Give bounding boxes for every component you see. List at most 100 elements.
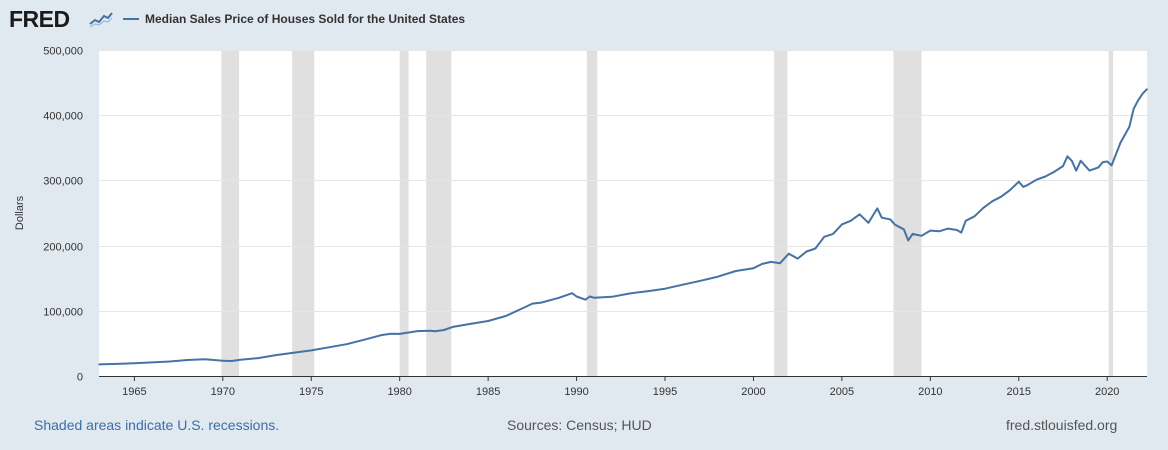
data-point[interactable] (115, 363, 118, 365)
data-point[interactable] (1009, 189, 1011, 191)
data-point[interactable] (1128, 126, 1131, 128)
data-point[interactable] (841, 223, 843, 226)
data-point[interactable] (558, 296, 560, 299)
data-point[interactable] (292, 351, 295, 354)
data-point[interactable] (788, 252, 790, 255)
data-point[interactable] (328, 346, 330, 349)
data-point[interactable] (168, 360, 171, 363)
data-point[interactable] (628, 292, 631, 295)
data-point[interactable] (363, 338, 366, 341)
data-point[interactable] (805, 250, 808, 253)
data-point[interactable] (593, 296, 596, 299)
data-point[interactable] (796, 257, 799, 260)
data-point[interactable] (1146, 88, 1148, 90)
data-point[interactable] (589, 295, 591, 298)
data-point[interactable] (230, 360, 233, 362)
data-point[interactable] (451, 326, 454, 328)
data-series[interactable] (98, 88, 1148, 366)
data-point[interactable] (889, 218, 892, 221)
data-point[interactable] (1022, 186, 1024, 188)
data-point[interactable] (960, 231, 963, 234)
data-point[interactable] (381, 334, 383, 336)
data-point[interactable] (814, 247, 817, 250)
fred-logo[interactable]: FRED (9, 6, 70, 32)
data-point[interactable] (505, 315, 507, 317)
data-point[interactable] (664, 287, 666, 290)
site-link[interactable]: fred.stlouisfed.org (1006, 417, 1118, 433)
data-point[interactable] (858, 213, 861, 216)
data-point[interactable] (239, 358, 242, 361)
data-point[interactable] (1075, 169, 1078, 172)
data-point[interactable] (1141, 92, 1144, 95)
data-point[interactable] (1088, 169, 1091, 172)
chart-canvas[interactable]: 0 100,000 200,000 300,000 400,000 500,000 196… (0, 0, 1168, 405)
data-point[interactable] (1035, 178, 1038, 181)
data-point[interactable] (929, 229, 932, 232)
data-point[interactable] (1101, 161, 1104, 163)
data-point[interactable] (531, 302, 534, 305)
data-point[interactable] (920, 235, 923, 237)
data-point[interactable] (390, 332, 392, 335)
data-point[interactable] (699, 280, 702, 282)
data-point[interactable] (956, 229, 958, 231)
data-point[interactable] (1000, 195, 1002, 198)
data-point[interactable] (867, 221, 870, 224)
data-point[interactable] (752, 267, 755, 270)
data-point[interactable] (416, 330, 419, 332)
data-point[interactable] (1066, 155, 1069, 158)
data-point[interactable] (584, 298, 587, 301)
data-point[interactable] (1053, 171, 1055, 173)
data-point[interactable] (1071, 160, 1073, 162)
data-point[interactable] (443, 329, 445, 331)
data-point[interactable] (646, 290, 649, 293)
data-point[interactable] (991, 200, 994, 203)
data-point[interactable] (973, 215, 976, 218)
data-point[interactable] (275, 354, 277, 356)
data-point[interactable] (761, 263, 764, 265)
data-point[interactable] (1097, 166, 1100, 169)
data-point[interactable] (1124, 133, 1126, 136)
data-point[interactable] (487, 320, 489, 322)
data-point[interactable] (611, 295, 613, 298)
data-point[interactable] (681, 283, 684, 286)
data-point[interactable] (151, 361, 153, 364)
data-point[interactable] (540, 301, 542, 304)
data-point[interactable] (876, 207, 879, 210)
data-point[interactable] (832, 233, 834, 235)
data-point[interactable] (1017, 180, 1020, 183)
data-point[interactable] (734, 270, 737, 272)
data-point[interactable] (1132, 107, 1135, 110)
data-point[interactable] (575, 295, 578, 298)
data-point[interactable] (907, 239, 910, 242)
data-point[interactable] (1079, 160, 1082, 162)
chart-legend[interactable]: Median Sales Price of Houses Sold for th… (123, 11, 465, 27)
data-point[interactable] (469, 323, 472, 325)
data-point[interactable] (204, 358, 206, 361)
data-point[interactable] (257, 357, 259, 359)
data-point[interactable] (133, 362, 136, 365)
data-point[interactable] (222, 359, 224, 362)
data-point[interactable] (938, 230, 940, 233)
data-point[interactable] (434, 330, 436, 333)
data-point[interactable] (1106, 160, 1109, 163)
data-point[interactable] (98, 363, 100, 366)
data-point[interactable] (571, 292, 573, 294)
data-point[interactable] (894, 223, 896, 226)
data-point[interactable] (880, 216, 883, 219)
data-point[interactable] (779, 262, 781, 265)
data-point[interactable] (345, 343, 348, 345)
data-point[interactable] (849, 220, 852, 222)
data-point[interactable] (1137, 99, 1139, 102)
recessions-note[interactable]: Shaded areas indicate U.S. recessions. (34, 417, 280, 433)
data-point[interactable] (1062, 165, 1064, 167)
data-point[interactable] (429, 329, 432, 332)
data-point[interactable] (1044, 175, 1047, 178)
data-point[interactable] (947, 227, 949, 230)
data-point[interactable] (717, 275, 719, 278)
data-point[interactable] (310, 349, 313, 352)
data-point[interactable] (902, 228, 905, 231)
data-point[interactable] (1119, 141, 1122, 144)
data-point[interactable] (770, 261, 772, 263)
data-point[interactable] (911, 233, 914, 235)
data-point[interactable] (823, 235, 825, 238)
